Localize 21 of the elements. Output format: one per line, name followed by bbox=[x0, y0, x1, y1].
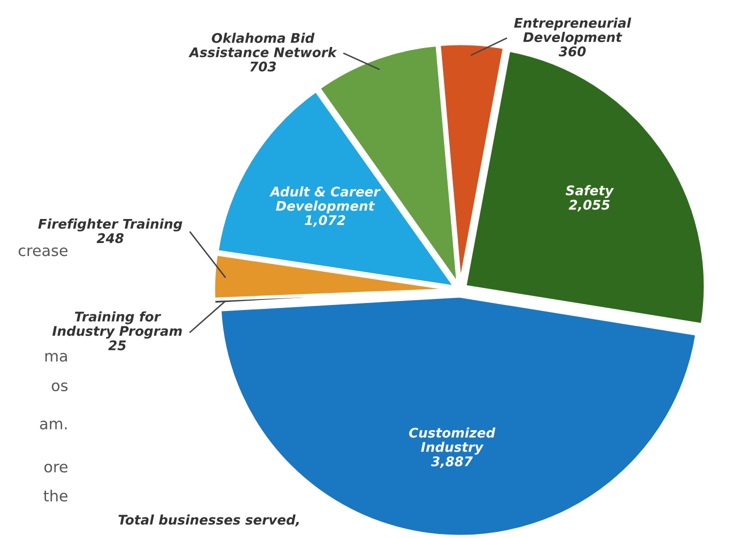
slice-label: Oklahoma Bid Assistance Network bbox=[188, 32, 338, 58]
text: crease bbox=[18, 247, 68, 256]
data-label: 25 bbox=[108, 340, 126, 350]
text: the bbox=[44, 490, 68, 502]
data-label: 1,072 bbox=[304, 215, 346, 227]
slice-label: Training for Industry Program bbox=[52, 311, 182, 339]
text: os bbox=[52, 382, 68, 392]
text: ore bbox=[44, 464, 68, 472]
text: ma bbox=[45, 352, 67, 362]
slice-label: Entrepreneurial Development bbox=[514, 18, 632, 45]
slice-label: Customized Industry bbox=[409, 427, 496, 455]
text: am. bbox=[40, 420, 67, 430]
slice-label: Safety bbox=[566, 185, 614, 198]
data-label: 248 bbox=[96, 233, 124, 244]
text: Total businesses served, bbox=[118, 514, 299, 526]
data-label: 2,055 bbox=[568, 200, 610, 212]
data-label: 3,887 bbox=[431, 456, 473, 468]
data-label: 360 bbox=[558, 46, 586, 56]
data-label: 703 bbox=[250, 62, 276, 72]
slice-label: Adult & Career Development bbox=[269, 186, 381, 214]
slice-label: Firefighter Training bbox=[38, 218, 182, 232]
